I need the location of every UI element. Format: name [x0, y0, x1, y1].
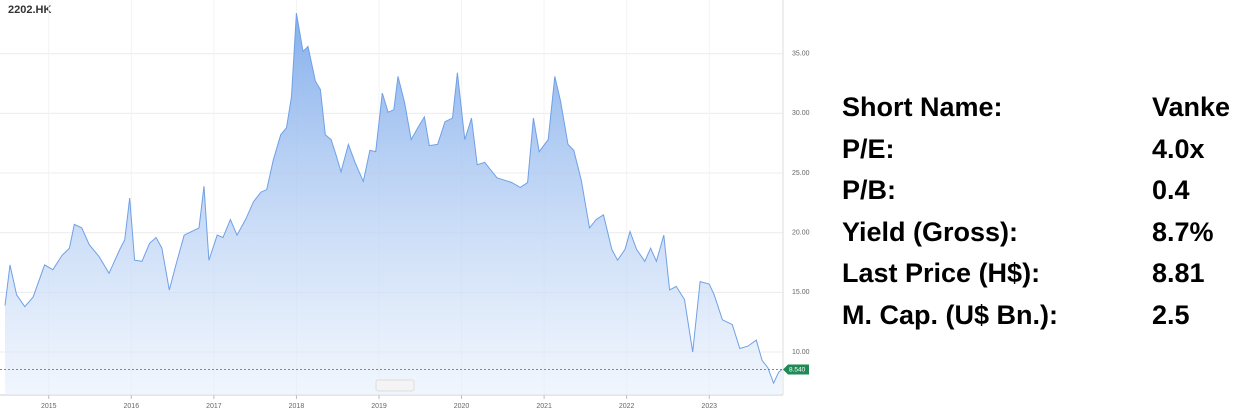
y-tick-label: 35.00	[792, 51, 810, 58]
stat-label: Yield (Gross):	[842, 216, 1019, 247]
x-tick-label: 2023	[701, 403, 717, 410]
stat-value: 4.0x	[1152, 133, 1205, 164]
stat-label: Short Name:	[842, 92, 1003, 122]
stats-row: M. Cap. (U$ Bn.): 2.5	[842, 300, 1242, 342]
stats-row: P/B: 0.4	[842, 175, 1242, 217]
x-tick-label: 2016	[124, 403, 140, 410]
last-price-tag	[783, 364, 809, 375]
x-tick-label: 2022	[619, 403, 635, 410]
y-tick-label: 25.00	[792, 170, 810, 177]
stat-label: P/B:	[842, 175, 896, 205]
y-tick-label: 15.00	[792, 289, 810, 296]
area	[5, 13, 782, 395]
stat-value: Vanke	[1152, 92, 1231, 122]
stat-value: 0.4	[1152, 175, 1190, 205]
line	[4, 13, 783, 385]
stat-value: 8.81	[1152, 258, 1205, 288]
stats-row: P/E: 4.0x	[842, 134, 1242, 176]
chart-title: 2202.HK	[8, 4, 51, 16]
stats-table: Short Name: Vanke P/E: 4.0x P/B: 0.4 Yield (Gr…	[842, 92, 1242, 341]
x-tick-label: 2017	[206, 403, 222, 410]
stat-label: M. Cap. (U$ Bn.):	[842, 299, 1058, 330]
stat-label: P/E:	[842, 133, 895, 164]
x-tick-label: 2020	[454, 403, 470, 410]
x-tick-label: 2019	[371, 403, 387, 410]
last-price-label: 8.540	[789, 367, 806, 374]
stats-row: Last Price (H$): 8.81	[842, 258, 1242, 300]
stats-row: Short Name: Vanke	[842, 92, 1242, 134]
y-tick-label: 30.00	[792, 110, 810, 117]
stat-label: Last Price (H$):	[842, 258, 1041, 288]
chart: 2202.HK 10.00 15.00 20.00 25.00 30.00 35.00 20…	[0, 0, 810, 410]
x-tick-label: 2018	[289, 403, 305, 410]
stats-row: Yield (Gross): 8.7%	[842, 217, 1242, 259]
y-tick-label: 20.00	[792, 230, 810, 237]
zoom-control	[375, 379, 415, 392]
x-tick-label: 2021	[536, 403, 552, 410]
x-tick-label: 2015	[41, 403, 57, 410]
stat-value: 2.5	[1152, 299, 1190, 330]
stat-value: 8.7%	[1152, 216, 1214, 247]
y-tick-label: 10.00	[792, 349, 810, 356]
